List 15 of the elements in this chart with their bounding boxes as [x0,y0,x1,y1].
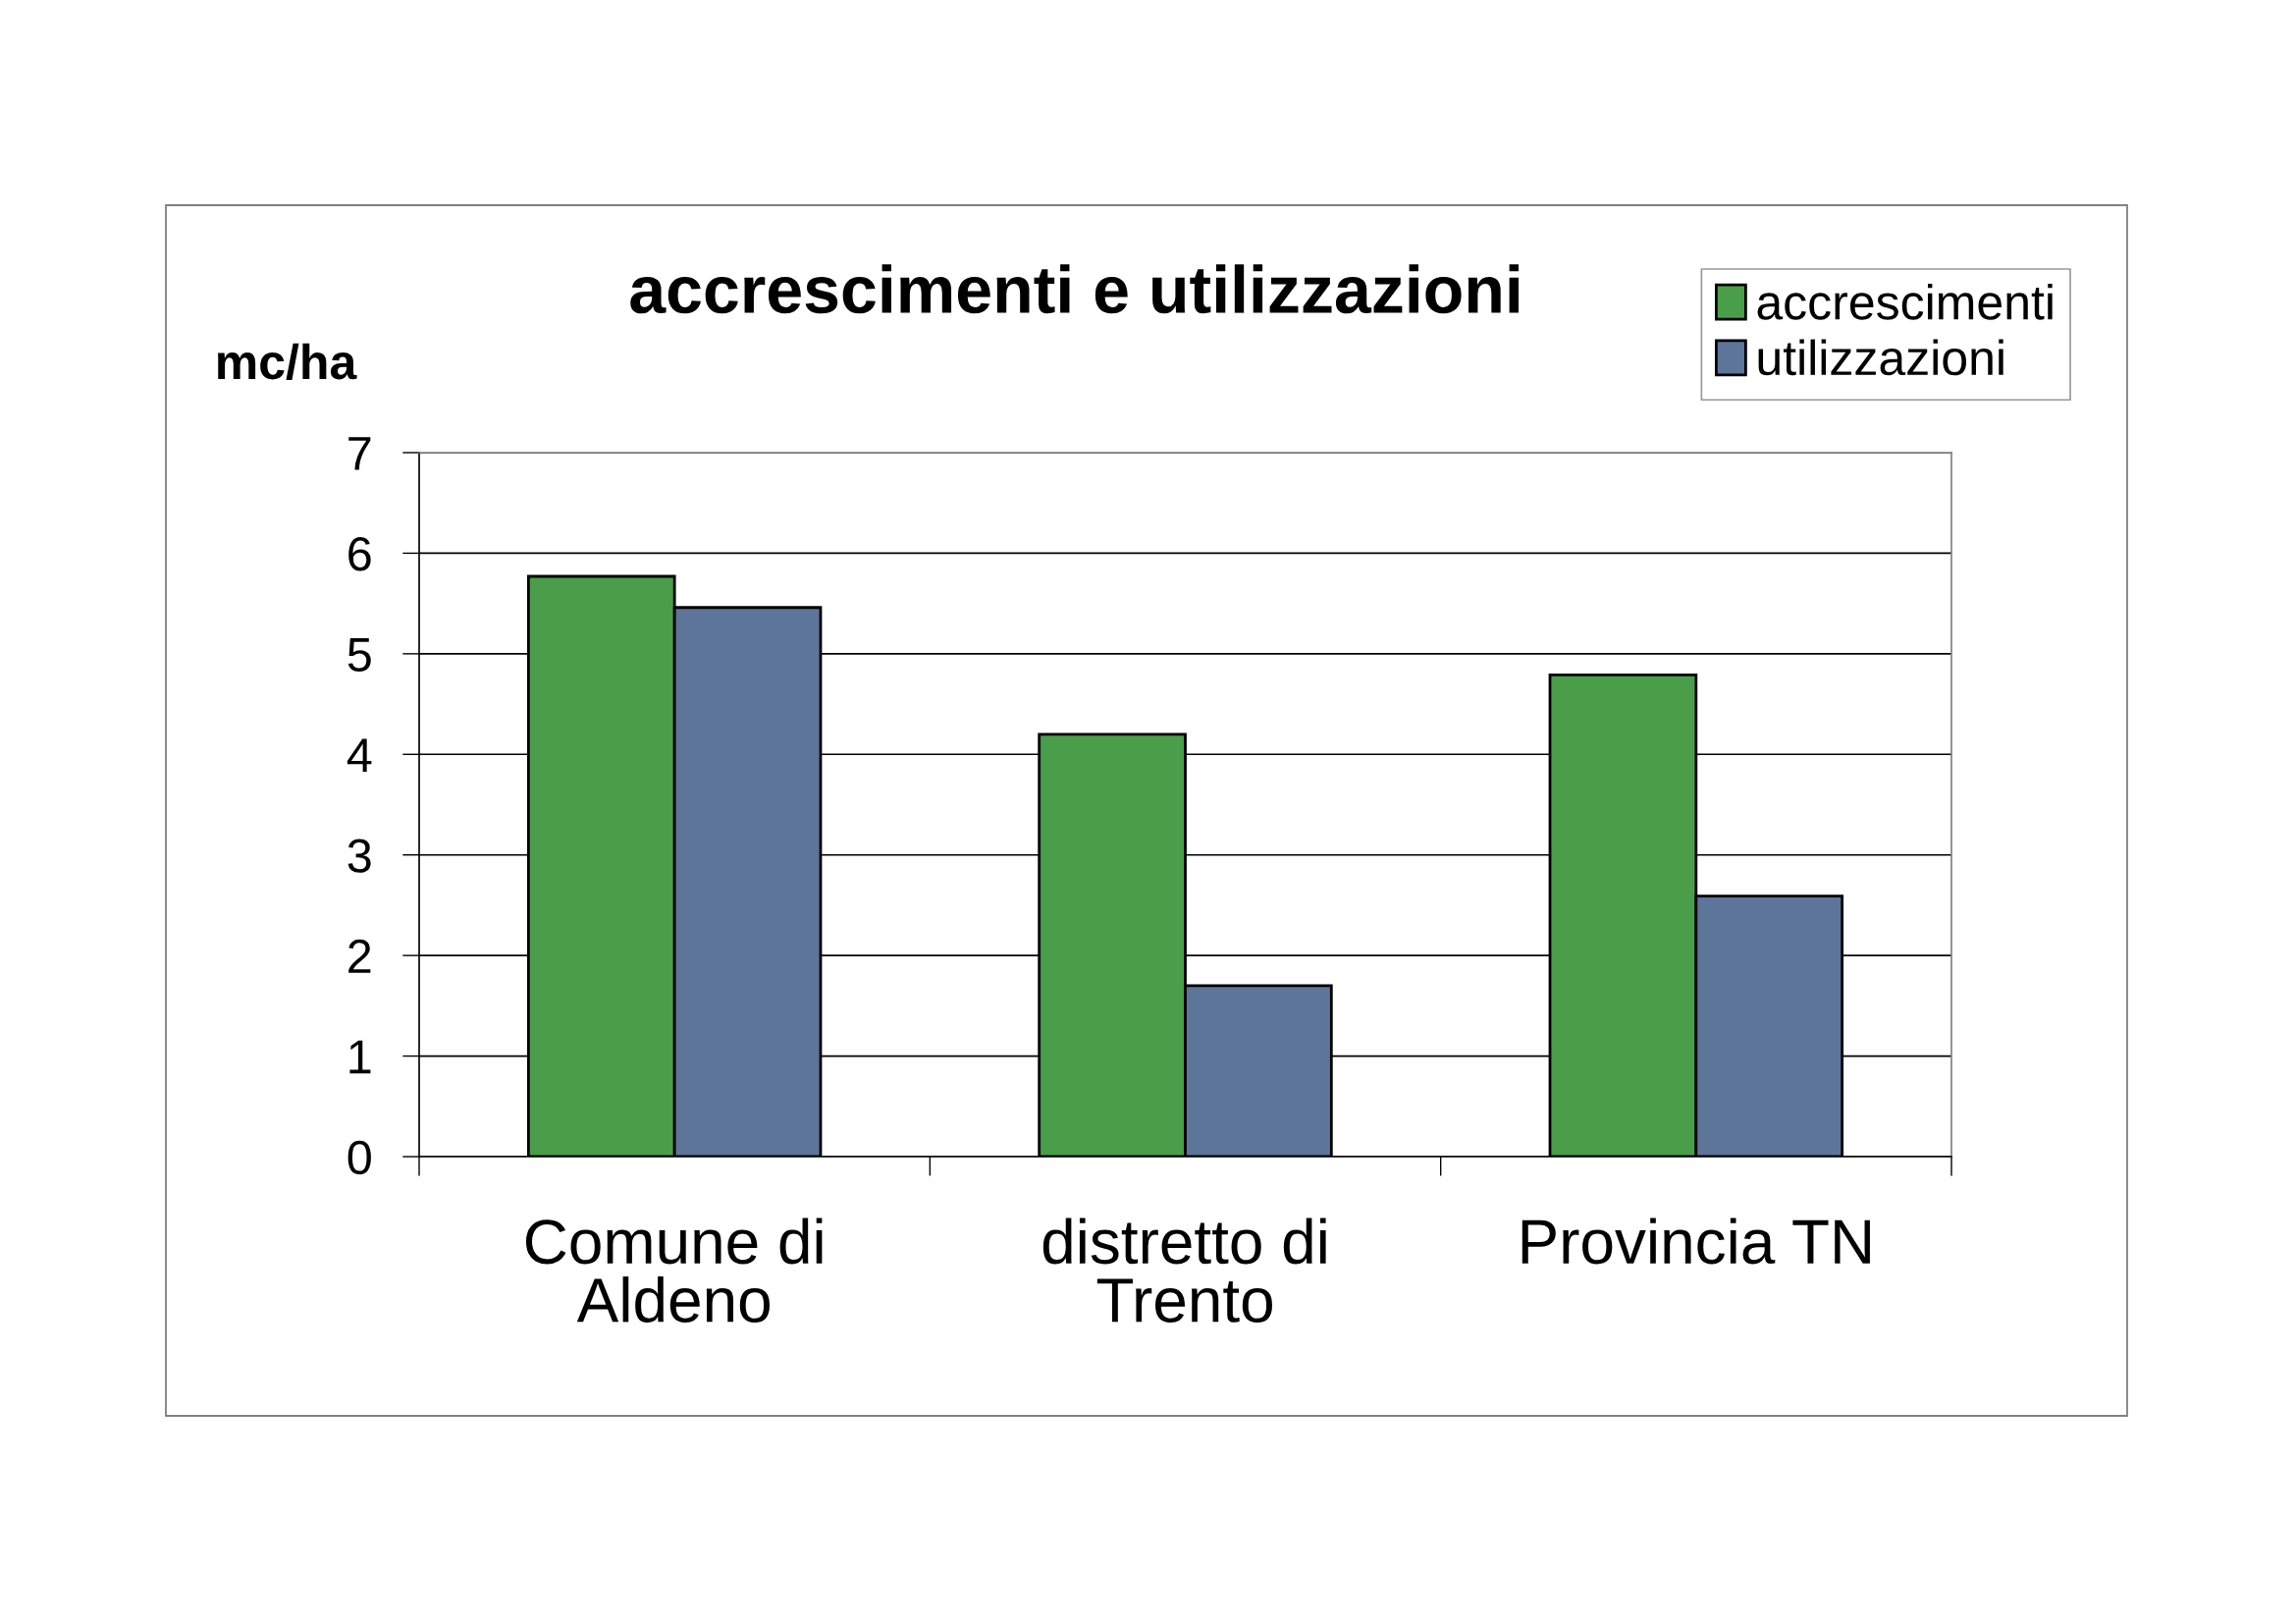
y-axis-title: mc/ha [218,343,357,380]
y-tick-label: 3 [347,839,371,873]
y-tick-label: 5 [347,638,371,672]
y-tick-label: 6 [348,537,371,571]
y-tick-label: 7 [348,437,371,470]
y-tick-label: 1 [349,1040,371,1074]
y-tick-label: 0 [347,1140,371,1175]
y-tick-label: 4 [347,738,372,772]
x-tick-label: Comune di Aldeno [525,1218,823,1323]
legend-label: accrescimenti [1757,284,2053,320]
legend-label: utilizzazioni [1758,339,2003,376]
x-tick-label: Provincia TN [1522,1218,1870,1265]
chart-title: accrescimenti e utilizzazioni [630,264,1519,314]
x-tick-label: distretto di Trento [1042,1218,1326,1323]
y-tick-label: 2 [348,939,371,973]
